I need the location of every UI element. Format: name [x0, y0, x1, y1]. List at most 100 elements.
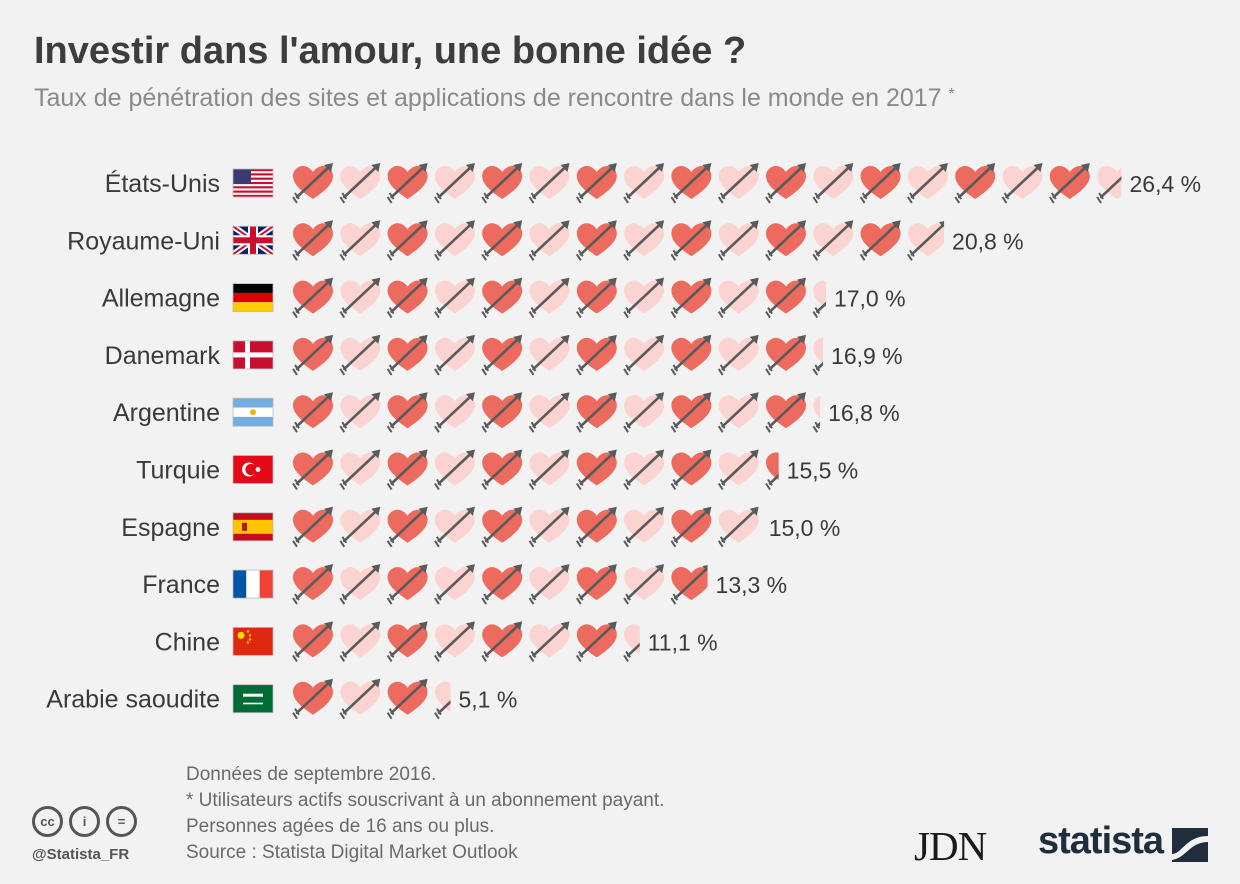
flag-de-icon	[232, 283, 274, 313]
twitter-handle[interactable]: @Statista_FR	[32, 846, 130, 863]
heart-icon	[528, 220, 570, 261]
statista-logo[interactable]: statista	[1038, 820, 1164, 862]
source-text: Source : Statista Digital Market Outlook	[186, 842, 518, 863]
heart-icon	[623, 220, 665, 261]
heart-icon	[292, 220, 333, 261]
chart-row: Royaume-Uni 20,8 %	[67, 220, 1024, 261]
note-subscribers: * Utilisateurs actifs souscrivant à un a…	[186, 790, 665, 811]
heart-icon	[765, 334, 806, 376]
value-label: 11,1 %	[648, 629, 718, 655]
heart-icon	[575, 564, 617, 605]
heart-icon	[575, 334, 617, 376]
flag-ar-icon	[232, 397, 274, 427]
country-label: Argentine	[113, 399, 220, 427]
heart-icon	[386, 334, 428, 376]
country-label: Espagne	[121, 514, 220, 542]
heart-icon	[481, 564, 523, 605]
heart-icon	[481, 449, 523, 491]
heart-icon	[292, 449, 333, 491]
heart-icon	[717, 277, 759, 319]
cc-icon[interactable]: cc	[32, 806, 63, 837]
heart-icon	[434, 506, 475, 548]
heart-icon	[434, 277, 475, 319]
flag-es-icon	[232, 512, 274, 542]
heart-icon	[717, 449, 759, 491]
value-label: 15,5 %	[787, 458, 859, 484]
heart-icon	[623, 564, 665, 605]
heart-icon	[339, 334, 381, 376]
partial-heart-icon	[623, 624, 640, 662]
heart-icon	[339, 392, 381, 433]
chart-row: Arabie saoudite 5,1 %	[46, 678, 517, 720]
heart-icon	[528, 506, 570, 548]
heart-icon	[339, 449, 381, 491]
heart-icon	[434, 392, 475, 433]
heart-icon	[1048, 163, 1090, 204]
flag-gb-icon	[231, 223, 275, 257]
statista-mark-icon	[1172, 828, 1208, 862]
heart-icon	[954, 163, 996, 204]
heart-icon	[434, 564, 475, 605]
value-label: 15,0 %	[769, 515, 841, 541]
heart-icon	[859, 220, 901, 261]
heart-icon	[528, 334, 570, 376]
chart-row: Danemark 16,9 %	[105, 334, 903, 376]
country-label: Chine	[155, 628, 220, 656]
heart-icon	[812, 163, 854, 204]
heart-icon	[670, 334, 712, 376]
heart-icon	[670, 220, 712, 261]
chart-title: Investir dans l'amour, une bonne idée ?	[34, 30, 747, 72]
heart-icon	[575, 449, 617, 491]
attribution-icon[interactable]: i	[69, 806, 100, 837]
heart-icon	[292, 392, 333, 433]
flag-tr-icon	[232, 455, 274, 484]
heart-icon	[339, 621, 381, 662]
heart-icon	[339, 163, 381, 204]
heart-icon	[623, 392, 665, 433]
heart-icon	[434, 163, 475, 204]
heart-icon	[1001, 163, 1043, 204]
heart-icon	[481, 220, 523, 261]
heart-icon	[812, 220, 854, 261]
heart-icon	[765, 277, 806, 319]
note-age: Personnes agées de 16 ans ou plus.	[186, 816, 495, 837]
partial-heart-icon	[670, 564, 708, 605]
heart-icon	[528, 564, 570, 605]
footnotes: Données de septembre 2016. * Utilisateur…	[186, 762, 664, 866]
subtitle-text: Taux de pénétration des sites et applica…	[34, 84, 942, 112]
chart-row: États-Unis 26,4 %	[105, 163, 1201, 204]
heart-icon	[481, 163, 523, 204]
note-date: Données de septembre 2016.	[186, 764, 437, 785]
chart-row: Espagne 15,0 %	[121, 506, 841, 548]
heart-icon	[292, 334, 333, 376]
country-label: Turquie	[136, 457, 220, 485]
chart-row: Allemagne 17,0 %	[102, 277, 906, 319]
heart-icon	[623, 277, 665, 319]
heart-icon	[292, 506, 333, 548]
chart-row: Chine 11,1 %	[155, 621, 718, 662]
heart-icon	[292, 564, 333, 605]
no-derivatives-icon[interactable]: =	[106, 806, 137, 837]
country-label: Allemagne	[102, 285, 220, 313]
heart-icon	[386, 277, 428, 319]
heart-icon	[386, 678, 428, 720]
partial-heart-icon	[812, 395, 821, 433]
heart-icon	[670, 449, 712, 491]
heart-icon	[717, 220, 759, 261]
heart-icon	[481, 392, 523, 433]
heart-icon	[386, 220, 428, 261]
jdn-logo[interactable]: JDN	[914, 823, 987, 869]
heart-icon	[528, 392, 570, 433]
partial-heart-icon	[812, 280, 826, 319]
heart-icon	[386, 163, 428, 204]
value-label: 16,8 %	[828, 400, 900, 426]
chart-subtitle: Taux de pénétration des sites et applica…	[34, 84, 955, 113]
heart-icon	[575, 163, 617, 204]
license-icons: cc i =	[32, 806, 137, 837]
heart-icon	[528, 163, 570, 204]
heart-icon	[434, 220, 475, 261]
heart-icon	[386, 506, 428, 548]
flag-cn-icon	[232, 626, 274, 656]
flag-us-icon	[232, 168, 274, 198]
heart-icon	[292, 277, 333, 319]
